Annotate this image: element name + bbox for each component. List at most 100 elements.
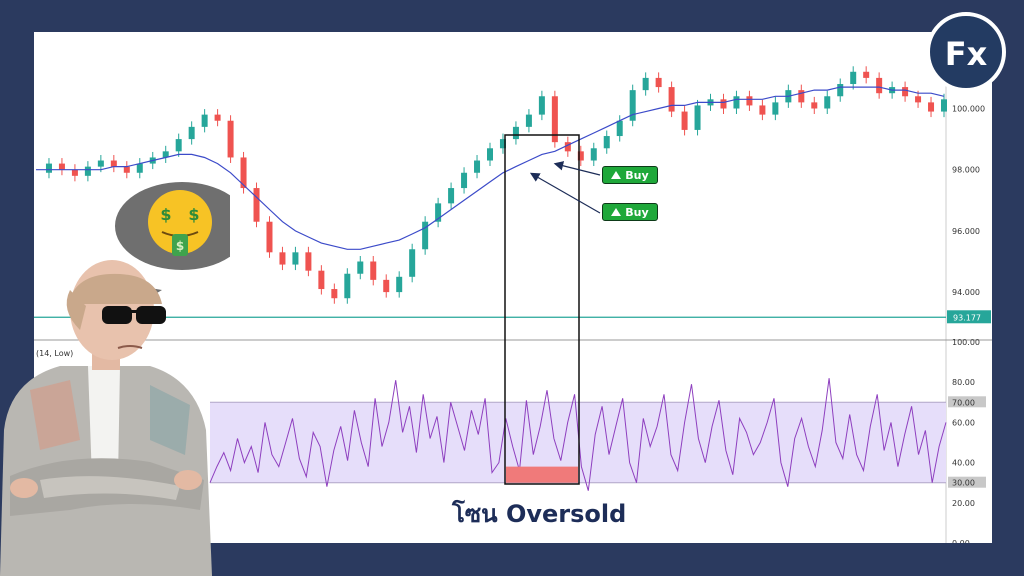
indicator-tick-label: 40.00 [952, 459, 975, 468]
candle-body [850, 71, 857, 85]
oversold-highlight [506, 466, 578, 483]
money-mouth-face-icon: $ $ $ [148, 190, 212, 256]
candle-body [642, 77, 649, 91]
candle-body [863, 71, 870, 78]
candle-body [876, 77, 883, 94]
candle-body [162, 151, 169, 158]
candle-body [512, 126, 519, 140]
svg-text:$: $ [160, 205, 171, 224]
candle-body [175, 139, 182, 152]
candle-body [331, 289, 338, 299]
candle-body [292, 252, 299, 265]
candle-body [214, 114, 221, 121]
candle-body [603, 136, 610, 149]
price-indicator-chart: 100.000 98.000 96.000 94.000 100.00 80.00 60.0… [34, 32, 992, 543]
indicator-header-label: (14, Low) [36, 349, 73, 358]
buy-signal-badge: Buy [602, 203, 658, 221]
candle-body [551, 96, 558, 143]
candle-body [590, 148, 597, 161]
candle-body [629, 90, 636, 121]
candle-body [201, 114, 208, 127]
up-triangle-icon [611, 208, 622, 216]
candle-body [668, 87, 675, 112]
svg-text:$: $ [188, 205, 199, 224]
candle-body [487, 148, 493, 161]
candle-body [824, 96, 831, 109]
candle-body [811, 102, 818, 109]
candle-body [71, 169, 78, 176]
candle-body [422, 221, 429, 250]
buy-arrow [529, 172, 601, 214]
candle-body [694, 105, 701, 130]
candle-body [305, 252, 312, 271]
candle-body [655, 77, 662, 88]
fx-logo: Fx [926, 12, 1006, 92]
candle-body [564, 142, 571, 152]
candle-body [396, 276, 403, 293]
logo-text: Fx [945, 35, 988, 73]
price-tick-label: 94.000 [952, 288, 980, 297]
candle-body [941, 99, 947, 112]
candle-body [344, 273, 351, 299]
candle-body [45, 163, 52, 173]
candle-body [97, 160, 104, 167]
buy-arrow [553, 161, 601, 176]
candle-body [772, 102, 779, 115]
indicator-line [209, 378, 947, 491]
buy-label: Buy [625, 205, 649, 219]
candle-body [409, 249, 416, 277]
buy-label: Buy [625, 168, 649, 182]
candle-body [915, 96, 922, 103]
candle-body [798, 90, 805, 103]
band-label: 70.00 [952, 398, 975, 407]
indicator-tick-label: 80.00 [952, 378, 975, 387]
candle-body [58, 163, 65, 170]
price-line-label: 93.177 [953, 313, 981, 322]
candle-body [928, 102, 935, 112]
candle-body [136, 163, 143, 173]
indicator-tick-label: 0.00 [952, 539, 970, 543]
candle-body [110, 160, 117, 167]
candle-body [499, 139, 506, 149]
candle-body [902, 87, 909, 97]
candle-body [538, 96, 545, 115]
candle-body [746, 96, 753, 106]
indicator-tick-label: 60.00 [952, 418, 975, 427]
buy-signal-badge: Buy [602, 166, 658, 184]
band-label-box [948, 476, 986, 488]
candle-body [733, 96, 740, 109]
price-tick-label: 96.000 [952, 227, 980, 236]
candle-body [435, 203, 442, 222]
candle-body [318, 270, 325, 290]
candle-body [227, 120, 234, 158]
candle-body [837, 84, 844, 97]
candle-body [188, 126, 195, 140]
candle-body [84, 166, 91, 176]
candle-body [448, 188, 455, 204]
indicator-tick-label: 100.00 [952, 338, 980, 347]
up-triangle-icon [611, 171, 622, 179]
oversold-zone-box [504, 134, 580, 485]
candle-body [383, 279, 390, 293]
band-label: 30.00 [952, 479, 975, 488]
candle-body [577, 151, 584, 161]
candle-body [616, 120, 623, 137]
oversold-zone-caption: โซน Oversold [452, 500, 627, 528]
cool-old-man-illustration: $ $ $ [0, 182, 230, 576]
candle-body [266, 221, 273, 253]
candle-body [525, 114, 532, 127]
candle-body [720, 99, 727, 109]
candle-body [240, 157, 247, 189]
candle-body [123, 166, 130, 173]
candle-body [253, 188, 260, 222]
candle-body [357, 261, 364, 274]
band-label-box [948, 396, 986, 408]
candle-body [474, 160, 481, 173]
candle-body [279, 252, 286, 265]
svg-text:$: $ [176, 239, 184, 253]
candle-body [681, 111, 688, 130]
candle-body [461, 172, 468, 189]
price-tick-label: 98.000 [952, 166, 980, 175]
price-line-label-box [947, 310, 991, 324]
moving-average-line [36, 86, 945, 250]
